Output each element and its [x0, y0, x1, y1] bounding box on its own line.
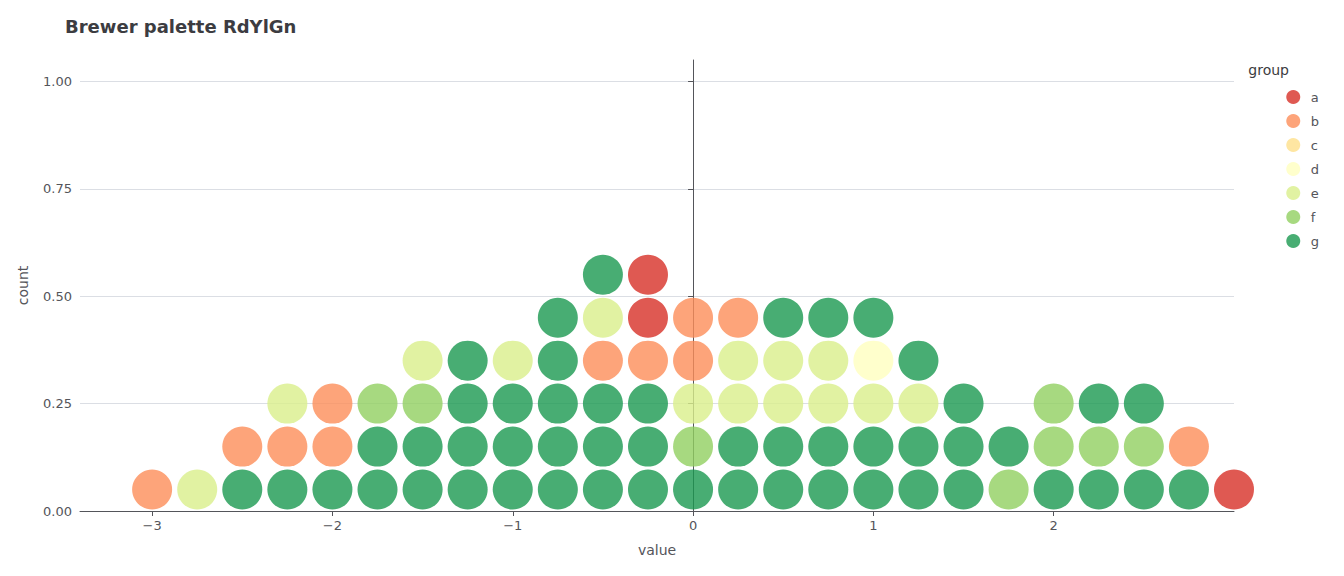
svg-text:0.00: 0.00 — [43, 504, 72, 519]
svg-text:group: group — [1248, 62, 1289, 78]
svg-text:1: 1 — [869, 518, 877, 533]
svg-text:f: f — [1311, 210, 1316, 225]
svg-text:a: a — [1311, 90, 1319, 105]
svg-text:e: e — [1311, 186, 1319, 201]
svg-text:2: 2 — [1050, 518, 1058, 533]
svg-text:g: g — [1311, 234, 1319, 249]
svg-text:Brewer palette RdYlGn: Brewer palette RdYlGn — [65, 16, 296, 37]
svg-text:−1: −1 — [503, 518, 522, 533]
svg-text:value: value — [638, 542, 676, 558]
svg-text:0.75: 0.75 — [43, 181, 72, 196]
svg-text:count: count — [15, 265, 31, 305]
svg-text:−2: −2 — [323, 518, 342, 533]
svg-text:1.00: 1.00 — [43, 74, 72, 89]
svg-text:−3: −3 — [143, 518, 162, 533]
svg-text:c: c — [1311, 138, 1318, 153]
svg-text:b: b — [1311, 114, 1319, 129]
svg-text:0.50: 0.50 — [43, 289, 72, 304]
svg-text:0.25: 0.25 — [43, 396, 72, 411]
svg-text:0: 0 — [689, 518, 697, 533]
svg-text:d: d — [1311, 162, 1319, 177]
